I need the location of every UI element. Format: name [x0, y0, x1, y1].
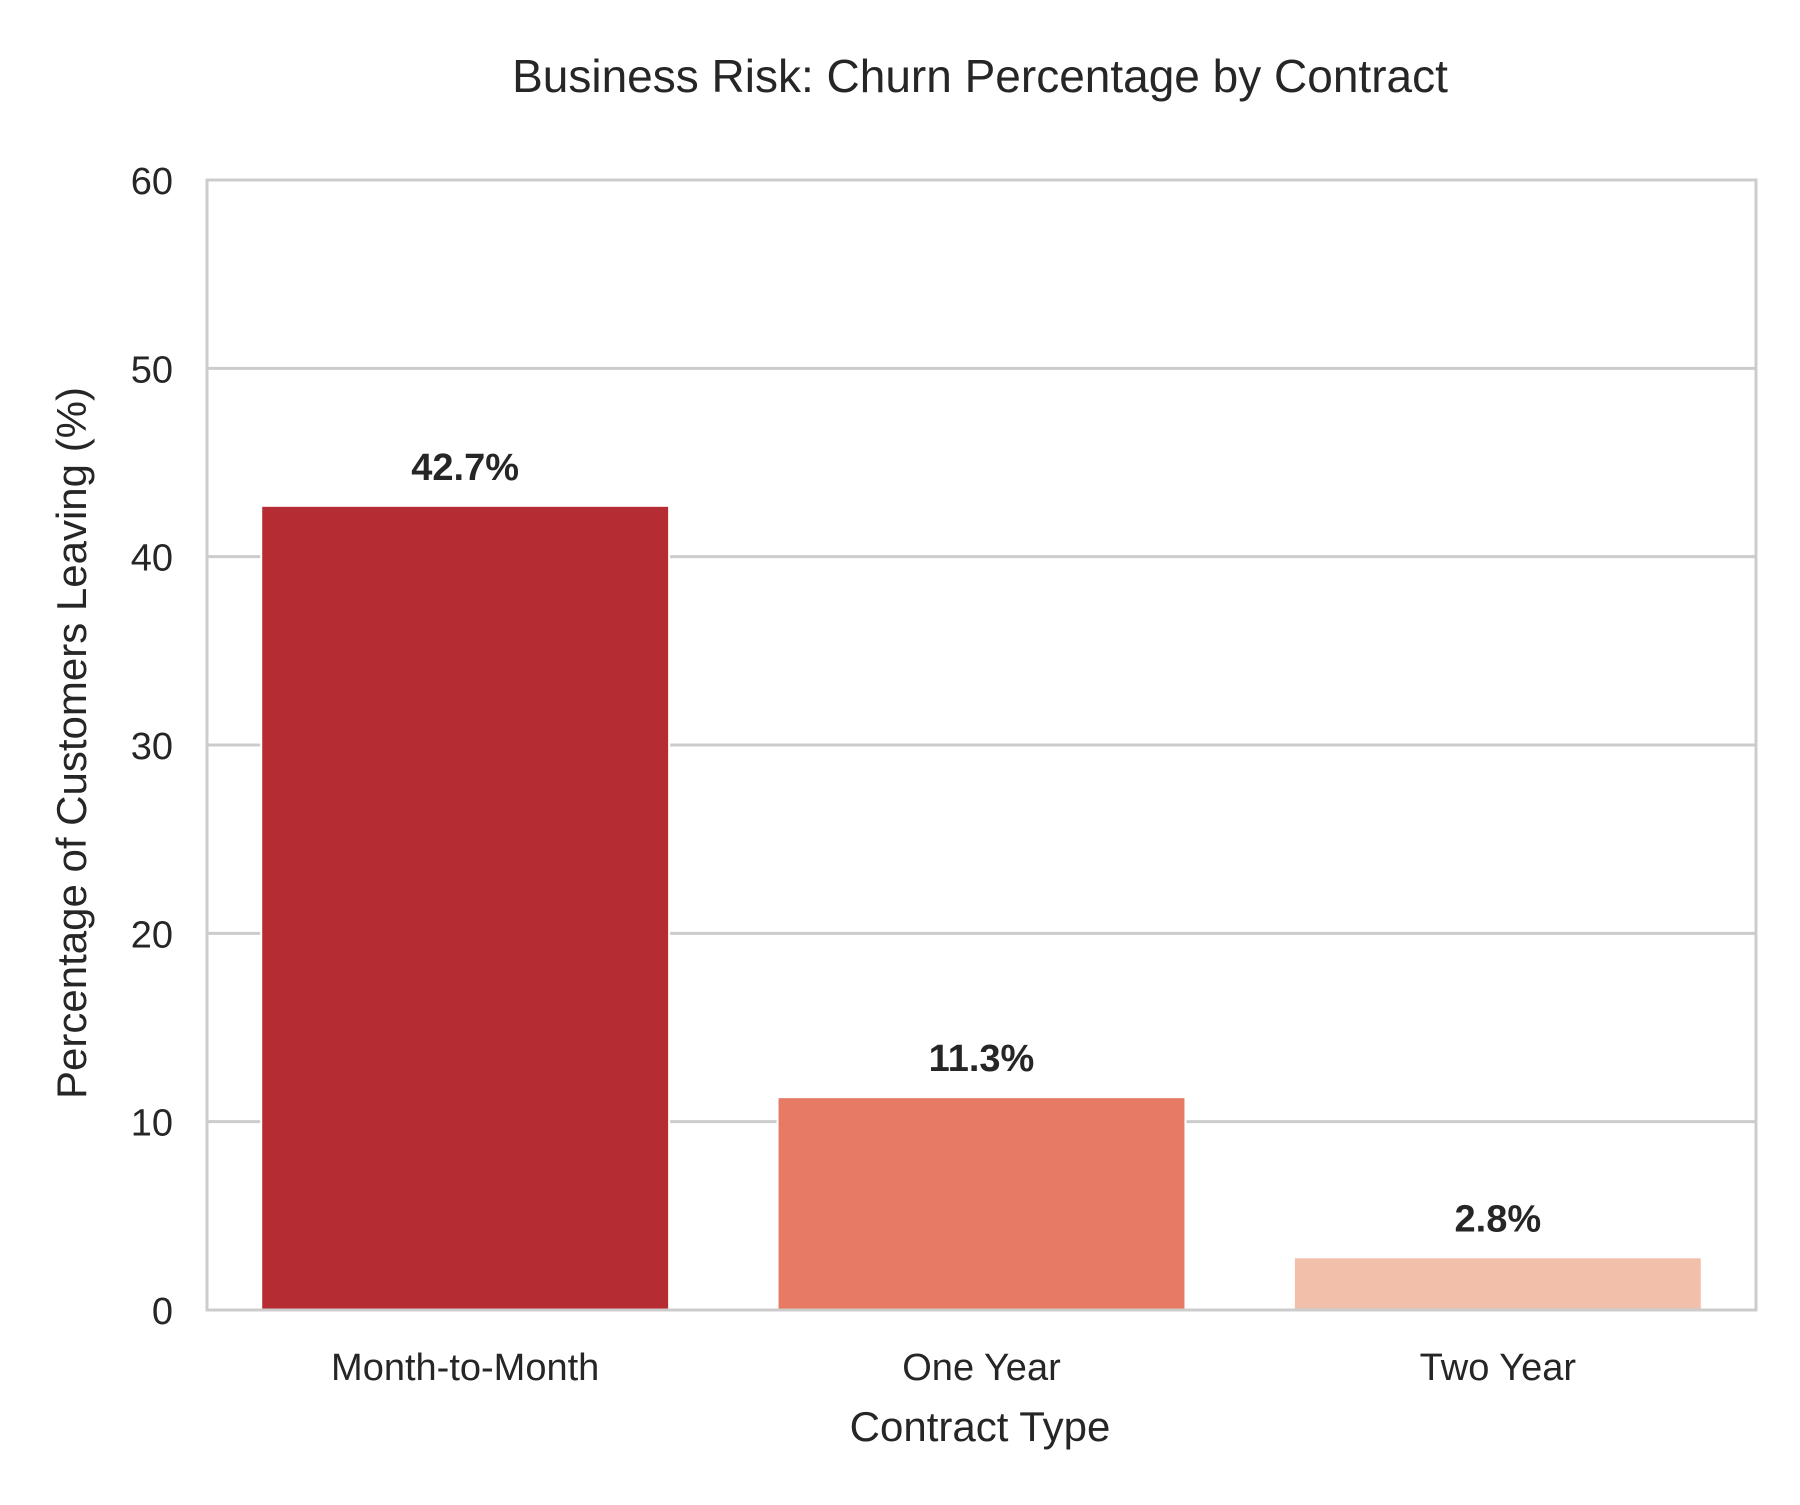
y-tick-label: 30	[131, 726, 173, 768]
x-axis-label: Contract Type	[850, 1403, 1111, 1450]
y-tick-label: 20	[131, 914, 173, 956]
x-axis-ticks: Month-to-Month One Year Two Year	[331, 1347, 1576, 1389]
x-tick-label: One Year	[902, 1347, 1061, 1389]
bar-one-year	[776, 1096, 1187, 1312]
y-axis-ticks: 0 10 20 30 40 50 60	[131, 161, 173, 1333]
y-axis-label: Percentage of Customers Leaving (%)	[48, 387, 95, 1099]
plot-frame	[205, 178, 1758, 1312]
bar-value-label: 42.7%	[411, 447, 519, 489]
y-tick-label: 60	[131, 161, 173, 203]
chart-title: Business Risk: Churn Percentage by Contr…	[512, 50, 1448, 102]
x-tick-label: Month-to-Month	[331, 1347, 599, 1389]
bar-value-label: 11.3%	[929, 1038, 1035, 1080]
bar-month-to-month	[260, 504, 671, 1312]
y-tick-label: 50	[131, 349, 173, 391]
y-tick-label: 40	[131, 538, 173, 580]
bar-value-labels: 42.7% 11.3% 2.8%	[411, 447, 1541, 1240]
bar-value-label: 2.8%	[1455, 1198, 1542, 1240]
bar-two-year	[1292, 1256, 1703, 1312]
y-tick-label: 0	[152, 1291, 173, 1333]
y-tick-label: 10	[131, 1103, 173, 1145]
x-tick-label: Two Year	[1420, 1347, 1577, 1389]
